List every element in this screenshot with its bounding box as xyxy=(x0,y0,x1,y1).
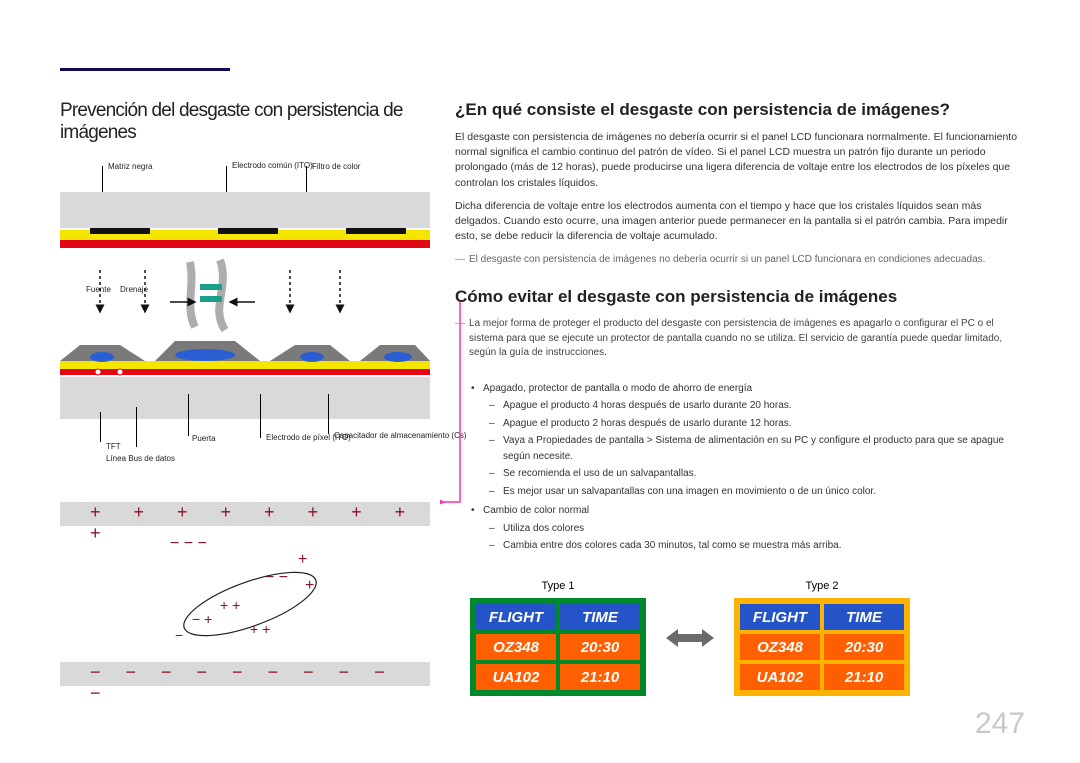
sub-1-1: Apague el producto 4 horas después de us… xyxy=(483,398,1025,414)
t1-r2-time: 21:10 xyxy=(558,662,642,692)
t1-r1-time: 20:30 xyxy=(558,632,642,662)
color-cycle-tables: Type 1 FLIGHT TIME OZ348 20:30 UA102 21:… xyxy=(470,580,1030,696)
lc-flow-svg xyxy=(60,252,430,332)
t2-r2-flight: UA102 xyxy=(738,662,822,692)
bullet-2: Cambio de color normal Utiliza dos color… xyxy=(455,503,1025,554)
type1-block: Type 1 FLIGHT TIME OZ348 20:30 UA102 21:… xyxy=(470,580,646,696)
svg-text:− − −: − − − xyxy=(170,535,207,552)
label-fuente: Fuente xyxy=(86,285,111,294)
type1-label: Type 1 xyxy=(470,580,646,592)
t2-header-flight: FLIGHT xyxy=(738,602,822,632)
svg-text:−: − xyxy=(175,627,183,643)
type2-table: FLIGHT TIME OZ348 20:30 UA102 21:10 xyxy=(734,598,910,696)
section1-heading: ¿En qué consiste el desgaste con persist… xyxy=(455,100,1025,120)
section2-heading: Cómo evitar el desgaste con persistencia… xyxy=(455,287,1025,307)
type1-table: FLIGHT TIME OZ348 20:30 UA102 21:10 xyxy=(470,598,646,696)
label-electrodo-comun: Electrodo común (ITO) xyxy=(232,162,313,170)
svg-text:− −: − − xyxy=(265,569,288,586)
bullet-list: Apagado, protector de pantalla o modo de… xyxy=(455,381,1025,554)
sub-1-5: Es mejor usar un salvapantallas con una … xyxy=(483,484,1025,500)
bullet-1: Apagado, protector de pantalla o modo de… xyxy=(455,381,1025,500)
svg-text:− +: − + xyxy=(192,611,212,627)
type2-label: Type 2 xyxy=(734,580,910,592)
page-number: 247 xyxy=(975,707,1025,741)
svg-text:+ +: + + xyxy=(250,621,270,637)
label-tft: TFT xyxy=(106,442,121,451)
voltage-pattern-diagram: + + + + + + + + + − − − + − − + + + − + … xyxy=(60,502,430,702)
label-puerta: Puerta xyxy=(192,434,216,443)
sub-1-2: Apague el producto 2 horas después de us… xyxy=(483,416,1025,432)
section1-note: El desgaste con persistencia de imágenes… xyxy=(455,253,1025,268)
t2-r1-time: 20:30 xyxy=(822,632,906,662)
sub-2-1: Utiliza dos colores xyxy=(483,521,1025,537)
label-drenaje: Drenaje xyxy=(120,285,148,294)
ellipse-overlay-svg: − − − + − − + + + − + + + − xyxy=(120,524,380,664)
label-capacitador: Capacitador de almacenamiento (Cs) xyxy=(334,432,467,440)
t2-r2-time: 21:10 xyxy=(822,662,906,692)
left-title: Prevención del desgaste con persistencia… xyxy=(60,100,440,144)
svg-text:+: + xyxy=(298,551,307,568)
label-filtro-color: Filtro de color xyxy=(312,162,360,171)
t1-r2-flight: UA102 xyxy=(474,662,558,692)
bidirectional-arrow-icon xyxy=(666,627,714,649)
header-rule xyxy=(60,68,230,71)
label-matriz-negra: Matriz negra xyxy=(108,162,152,171)
sub-1-3: Vaya a Propiedades de pantalla > Sistema… xyxy=(483,433,1025,464)
t2-header-time: TIME xyxy=(822,602,906,632)
t1-header-time: TIME xyxy=(558,602,642,632)
section1-p1: El desgaste con persistencia de imágenes… xyxy=(455,130,1025,191)
type2-block: Type 2 FLIGHT TIME OZ348 20:30 UA102 21:… xyxy=(734,580,910,696)
lcd-cross-section-diagram: Matriz negra Electrodo común (ITO) Filtr… xyxy=(60,162,430,472)
right-column: ¿En qué consiste el desgaste con persist… xyxy=(455,100,1025,558)
label-linea-bus: Línea Bus de datos xyxy=(106,454,175,463)
left-column: Prevención del desgaste con persistencia… xyxy=(60,100,440,702)
t1-header-flight: FLIGHT xyxy=(474,602,558,632)
sub-1-4: Se recomienda el uso de un salvapantalla… xyxy=(483,466,1025,482)
svg-text:+ +: + + xyxy=(220,597,240,613)
t2-r1-flight: OZ348 xyxy=(738,632,822,662)
section2-note: La mejor forma de proteger el producto d… xyxy=(455,317,1025,361)
section1-p2: Dicha diferencia de voltaje entre los el… xyxy=(455,199,1025,245)
t1-r1-flight: OZ348 xyxy=(474,632,558,662)
sub-2-2: Cambia entre dos colores cada 30 minutos… xyxy=(483,538,1025,554)
